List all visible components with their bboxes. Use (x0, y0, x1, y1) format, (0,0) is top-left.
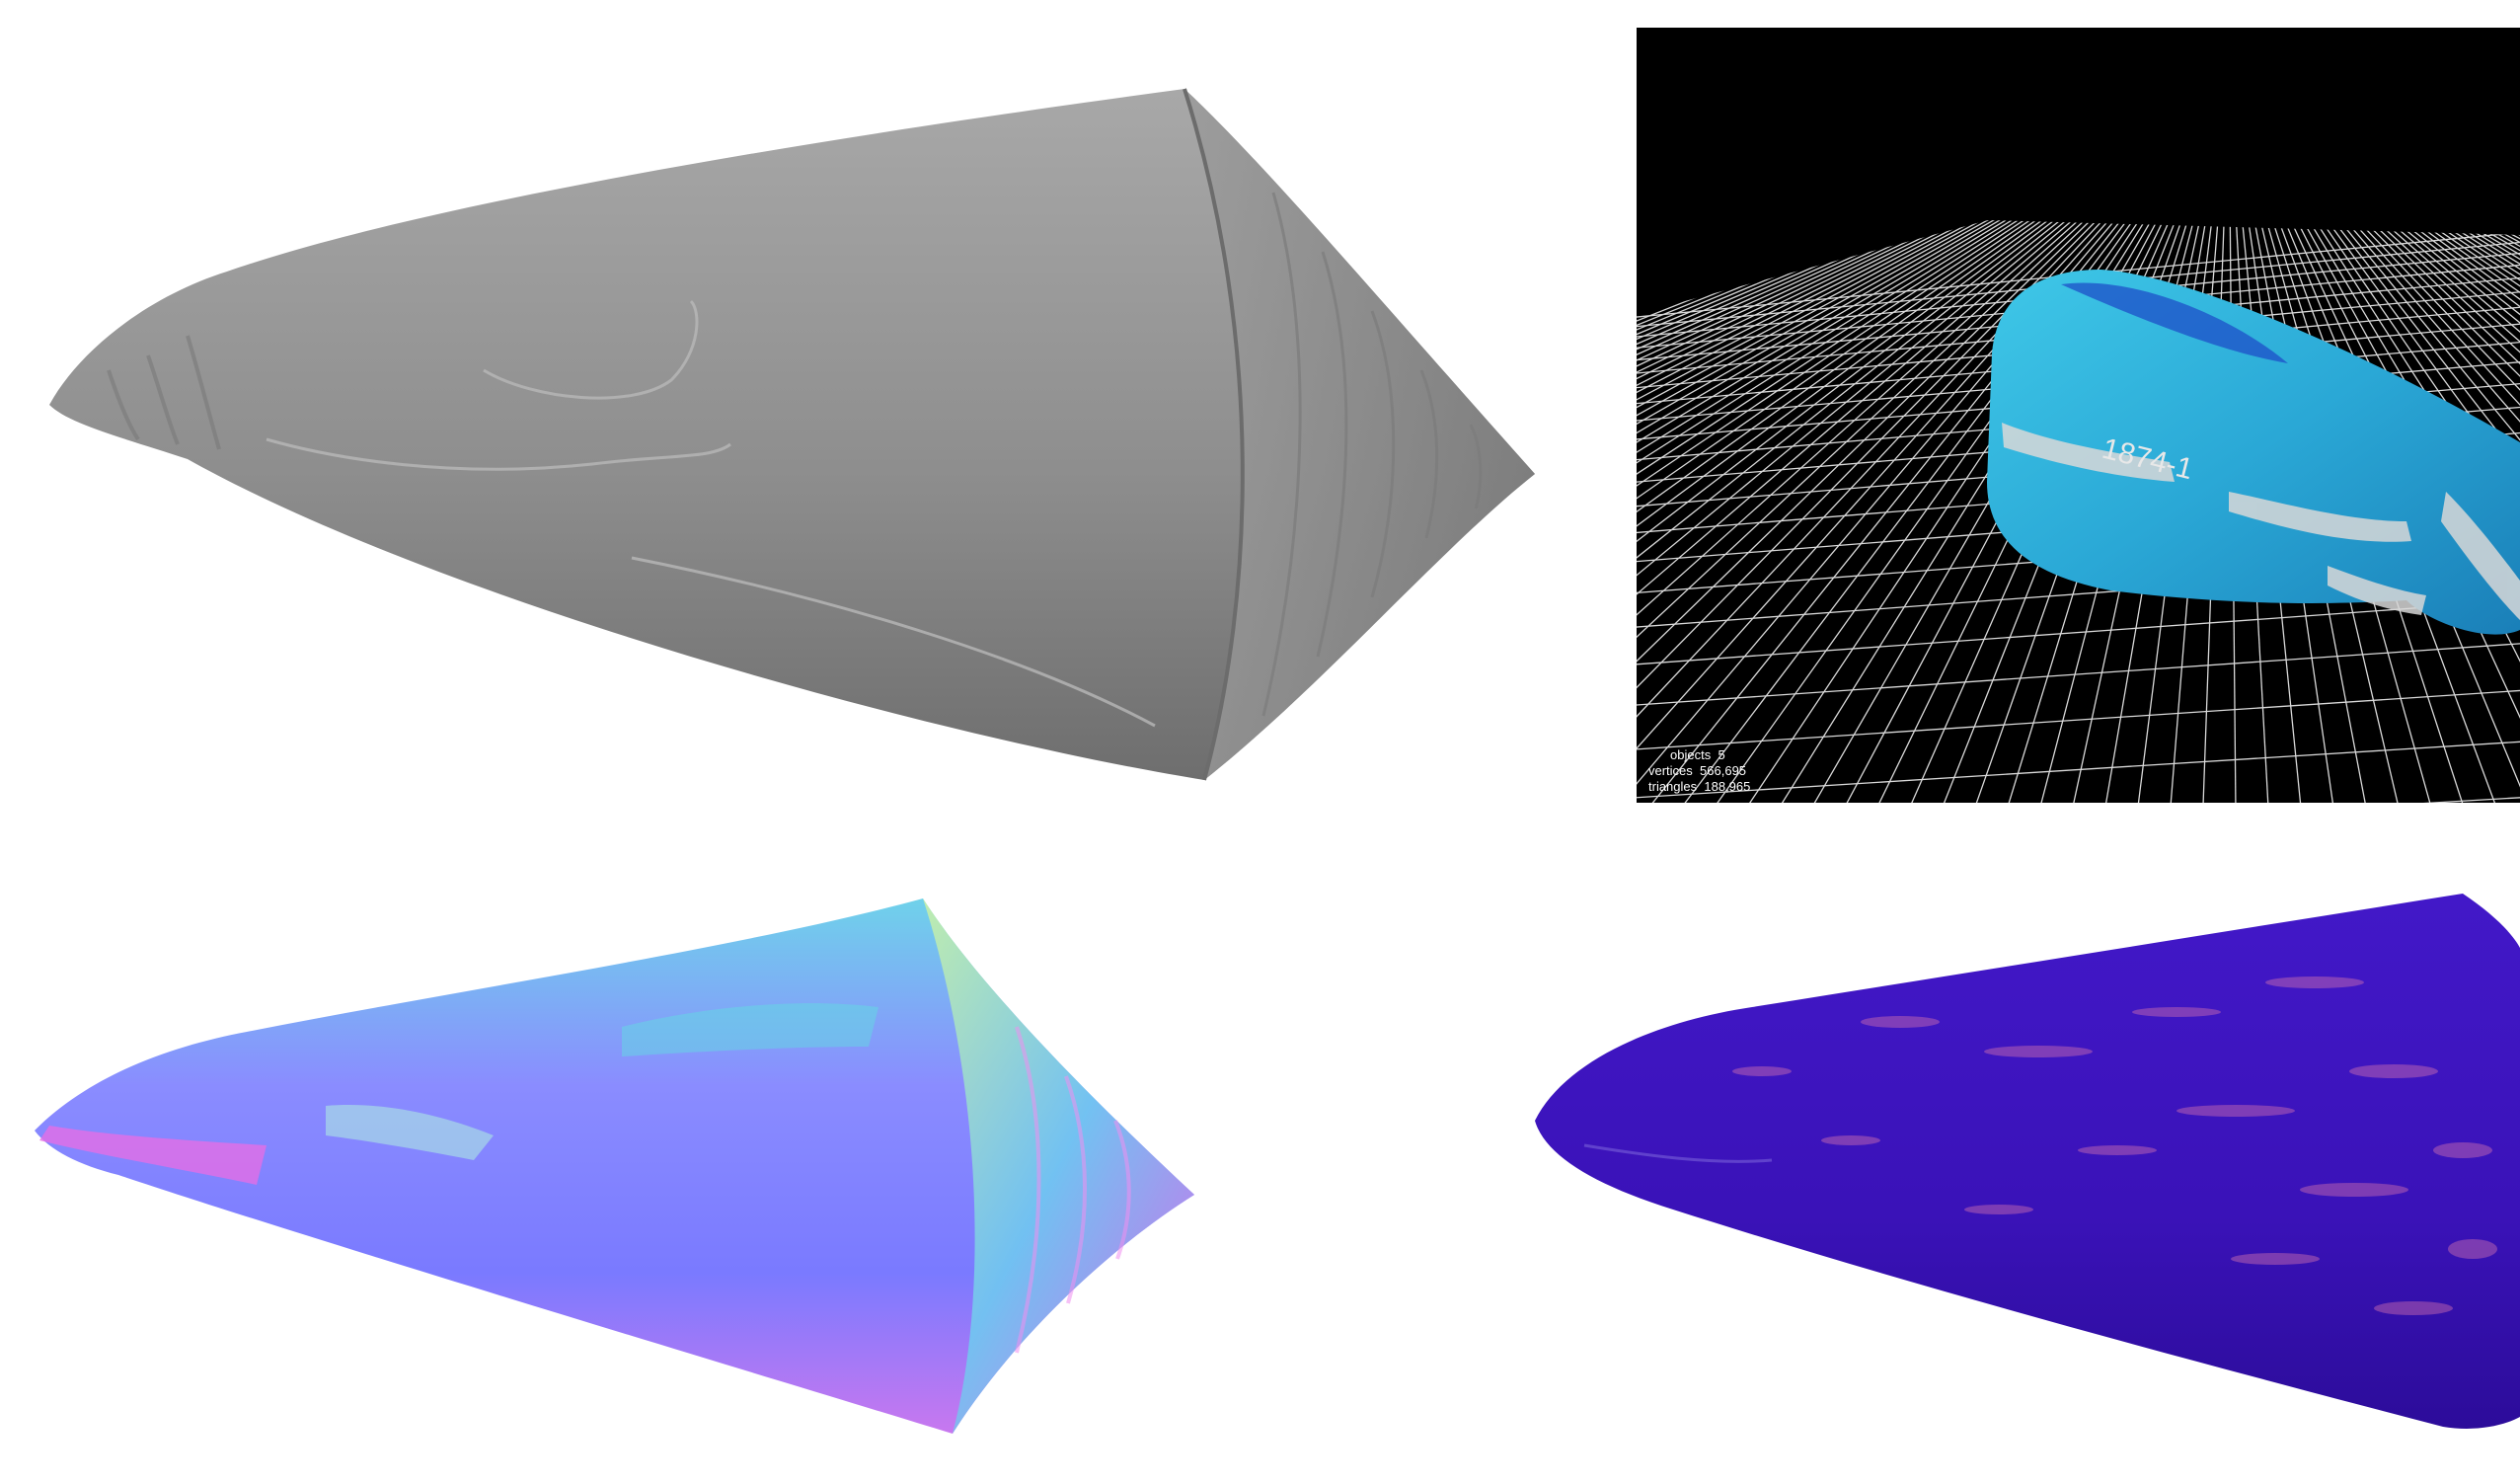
grid-line (1637, 220, 2037, 803)
grid-line (1637, 220, 2082, 803)
grid-line (1637, 641, 2520, 708)
grid-line (2292, 220, 2520, 803)
viewport-scene: 1874-1 (1637, 220, 2520, 803)
grid-line (1637, 220, 2024, 803)
textured-shell-model[interactable]: 1874-1 (1987, 270, 2520, 635)
grid-line (1637, 597, 2520, 666)
grid-line (1637, 220, 2032, 803)
grid-line (1637, 220, 2109, 803)
objects-label: objects (1670, 747, 1712, 762)
scene-stats: objects 5 vertices 566,695 triangles 188… (1648, 747, 1750, 795)
grid-line (1637, 220, 2096, 803)
grid-line (1637, 220, 2006, 803)
grid-line (1637, 220, 2015, 803)
grid-line (1637, 220, 2122, 803)
triangles-label: triangles (1648, 779, 1698, 794)
grid-line (2346, 220, 2520, 803)
ambient-occlusion-render (1525, 894, 2520, 1437)
3d-viewport[interactable]: 1874-1 objects 5 vertices 566,695 triang… (1637, 28, 2520, 803)
objects-value: 5 (1718, 747, 1725, 762)
grey-shell-model (49, 88, 1535, 781)
grid-line (1637, 220, 2019, 803)
vertices-stat: vertices 566,695 (1648, 763, 1750, 779)
grid-line (1637, 220, 1992, 803)
grid-line (1637, 220, 2064, 803)
grid-line (1637, 220, 2069, 803)
grid-line (2336, 220, 2520, 803)
grid-line (1637, 220, 2041, 803)
grid-line (2328, 220, 2520, 803)
grid-line (1637, 220, 2118, 803)
normal-shell-model (35, 898, 1194, 1434)
grid-line (1637, 220, 1978, 803)
grid-line (2305, 220, 2520, 803)
grid-line (2315, 220, 2520, 803)
grid-line (1637, 220, 2001, 803)
grid-line (2319, 220, 2520, 803)
grid-line (2310, 220, 2520, 803)
grid-line (1637, 795, 2520, 803)
grid-line (2355, 220, 2520, 803)
grid-line (2296, 220, 2520, 803)
grid-line (2341, 220, 2520, 803)
grid-line (1637, 220, 2046, 803)
grid-line (1637, 220, 2127, 803)
grid-line (1637, 220, 2078, 803)
purple-shell-model (1535, 894, 2520, 1429)
grid-line (1637, 220, 1997, 803)
grid-line (2350, 220, 2520, 803)
vertices-value: 566,695 (1700, 763, 1747, 778)
grid-line (2324, 220, 2520, 803)
grey-shaded-render (39, 84, 1550, 795)
grid-line (2301, 220, 2520, 803)
grid-line (2332, 220, 2520, 803)
normal-map-render (30, 889, 1214, 1442)
grid-line (1637, 220, 2073, 803)
vertices-label: vertices (1648, 763, 1693, 778)
grid-line (1637, 220, 2060, 803)
grid-line (1637, 220, 1987, 803)
grid-line (1637, 688, 2520, 751)
grid-line (1637, 740, 2520, 800)
triangles-value: 188,965 (1704, 779, 1751, 794)
grid-line (1637, 220, 2028, 803)
triangles-stat: triangles 188,965 (1648, 779, 1750, 795)
grid-line (1637, 220, 2113, 803)
grid-line (1637, 220, 1983, 803)
grid-line (1637, 220, 2091, 803)
objects-stat: objects 5 (1648, 747, 1750, 763)
grid-line (1637, 220, 2087, 803)
